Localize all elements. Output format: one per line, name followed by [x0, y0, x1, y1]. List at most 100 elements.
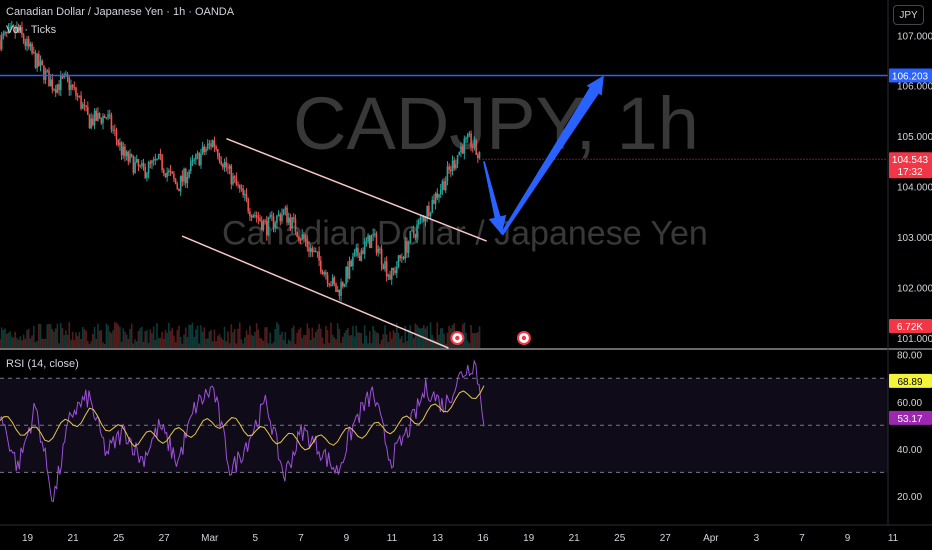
- candle-body: [326, 274, 329, 284]
- time-tick-label: 5: [253, 533, 259, 544]
- volume-bar: [466, 340, 469, 348]
- currency-button[interactable]: JPY: [893, 5, 924, 25]
- candle-body: [49, 79, 52, 87]
- volume-bar: [341, 336, 344, 348]
- rsi-tick-label: 40.00: [897, 445, 922, 456]
- volume-bar: [340, 342, 342, 348]
- volume-bar: [321, 337, 324, 348]
- current-price-tag-text: 17:32: [897, 167, 922, 178]
- volume-bar: [287, 339, 290, 348]
- candle-body: [311, 248, 314, 253]
- candle-body: [103, 116, 106, 119]
- rsi-tick-label: 20.00: [897, 492, 922, 503]
- candle-body: [222, 164, 224, 168]
- volume-bar: [114, 322, 116, 348]
- volume-bar: [289, 341, 292, 348]
- volume-bar: [402, 342, 405, 348]
- candle-body: [83, 104, 86, 106]
- volume-bar: [161, 331, 163, 348]
- volume-bar: [272, 342, 275, 348]
- volume-bar: [39, 324, 42, 348]
- volume-bar: [233, 328, 236, 348]
- event-markers[interactable]: [450, 331, 531, 345]
- volume-bars: [0, 322, 481, 348]
- rsi-legend[interactable]: RSI (14, close): [6, 358, 79, 370]
- candle-body: [341, 282, 344, 287]
- volume-bar: [298, 329, 300, 348]
- volume-bar: [429, 322, 432, 348]
- candle-body: [368, 235, 371, 249]
- projection-arrow-segment: [483, 161, 507, 235]
- volume-bar: [379, 343, 381, 348]
- projection-arrow[interactable]: [483, 75, 604, 236]
- candle-body: [451, 160, 454, 172]
- volume-bar: [43, 338, 45, 348]
- volume-bar: [313, 337, 315, 348]
- candle-body: [308, 247, 310, 252]
- volume-bar: [196, 325, 199, 348]
- candle-body: [477, 154, 479, 159]
- candle-body: [238, 184, 241, 189]
- candle-body: [81, 104, 84, 109]
- candle-body: [92, 118, 94, 126]
- candle-body: [137, 159, 140, 167]
- volume-bar: [12, 337, 15, 348]
- volume-bar: [478, 326, 481, 348]
- candle-body: [176, 183, 179, 189]
- time-axis[interactable]: 19 21 25 27 Mar 5 7 9 11 13 16 19 21 25 27 Apr 3 7 9 11: [0, 524, 932, 544]
- channel-lower-line[interactable]: [181, 235, 449, 349]
- candle-body: [211, 140, 214, 147]
- volume-bar: [200, 325, 202, 348]
- candle-body: [183, 168, 185, 182]
- price-axis[interactable]: 107.000 106.000 105.000 104.000 103.000 102.0…: [897, 31, 932, 345]
- rsi-pane[interactable]: [0, 359, 888, 502]
- candle-body: [461, 146, 464, 154]
- volume-legend[interactable]: Vol · Ticks: [6, 24, 57, 36]
- candle-body: [313, 250, 315, 253]
- volume-bar: [127, 338, 130, 348]
- volume-bar: [181, 343, 184, 348]
- candle-body: [460, 146, 462, 152]
- candle-body: [65, 74, 67, 76]
- volume-bar: [428, 339, 430, 348]
- candle-body: [31, 44, 33, 54]
- channel-upper-line[interactable]: [226, 137, 487, 242]
- candle-body: [316, 251, 319, 253]
- symbol-title[interactable]: Canadian Dollar / Japanese Yen · 1h · OA…: [6, 6, 235, 18]
- volume-bar: [54, 328, 57, 348]
- volume-bar: [446, 332, 449, 348]
- price-tick-label: 107.000: [897, 31, 932, 42]
- price-pane[interactable]: CADJPY, 1h Canadian Dollar / Japanese Ye…: [0, 20, 888, 349]
- candle-body: [259, 218, 261, 222]
- candle-body: [51, 79, 54, 90]
- candle-body: [294, 218, 297, 232]
- candle-body: [125, 151, 128, 157]
- candle-body: [298, 236, 300, 240]
- candle-body: [257, 217, 260, 219]
- candle-body: [360, 250, 363, 261]
- volume-bar: [103, 343, 106, 348]
- rsi-axis[interactable]: 80.00 60.00 40.00 20.00: [897, 351, 922, 503]
- volume-bar: [95, 338, 98, 348]
- volume-bar: [27, 328, 30, 348]
- volume-bar: [31, 335, 33, 348]
- volume-bar: [132, 343, 135, 348]
- candle-body: [299, 239, 302, 241]
- volume-bar: [358, 332, 361, 348]
- volume-bar: [218, 333, 221, 348]
- volume-bar: [259, 337, 261, 348]
- volume-bar: [156, 323, 158, 348]
- candle-body: [330, 284, 332, 286]
- candle-body: [357, 247, 359, 256]
- candle-body: [117, 139, 119, 145]
- volume-bar: [338, 328, 341, 348]
- candle-body: [198, 153, 201, 166]
- volume-bar: [51, 329, 54, 348]
- candle-body: [470, 133, 472, 147]
- volume-bar: [255, 323, 258, 348]
- volume-bar: [78, 332, 81, 348]
- volume-bar: [250, 334, 253, 348]
- volume-bar: [2, 330, 5, 348]
- candle-body: [353, 252, 356, 257]
